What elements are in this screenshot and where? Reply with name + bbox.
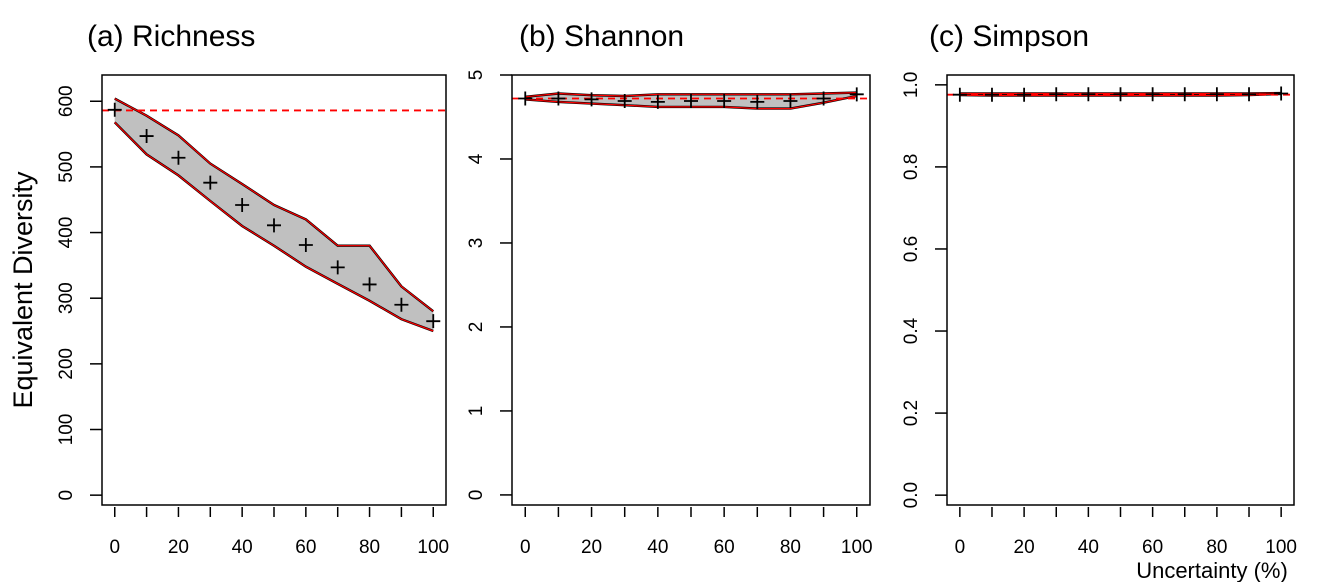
data-point	[1274, 86, 1289, 101]
data-point	[330, 260, 345, 275]
y-tick-label: 5	[466, 70, 487, 81]
data-point	[139, 129, 154, 144]
y-tick-label: 500	[56, 151, 77, 183]
data-point	[107, 102, 122, 117]
x-tick-label: 40	[232, 537, 253, 558]
y-tick-label: 3	[466, 238, 487, 249]
y-tick-label: 0.0	[901, 482, 922, 508]
data-point	[783, 94, 798, 109]
y-tick-label: 0.2	[901, 400, 922, 426]
y-tick-label: 4	[466, 153, 487, 164]
data-point	[203, 175, 218, 190]
data-point	[1049, 87, 1064, 102]
y-tick-label: 0.8	[901, 154, 922, 180]
data-point	[1242, 87, 1257, 102]
y-tick-label: 1	[466, 406, 487, 417]
data-point	[1081, 87, 1096, 102]
data-point	[849, 87, 864, 102]
y-axis-label: Equivalent Diversity	[8, 171, 38, 409]
data-point	[650, 94, 665, 109]
data-point	[518, 91, 533, 106]
x-tick-label: 100	[841, 537, 873, 558]
data-point	[1113, 87, 1128, 102]
data-point	[1177, 87, 1192, 102]
y-tick-label: 0.6	[901, 236, 922, 262]
data-point	[426, 314, 441, 329]
y-tick-label: 2	[466, 322, 487, 333]
x-tick-label: 0	[520, 537, 531, 558]
x-axis-label: Uncertainty (%)	[1136, 558, 1288, 582]
y-tick-label: 600	[56, 85, 77, 117]
data-point	[684, 94, 698, 109]
plot-frame	[946, 74, 1295, 506]
data-point	[984, 87, 999, 102]
data-point	[551, 91, 566, 106]
panel-3: (c) Simpson 0 20 40 60 80 100 0.0 0.2 0.4 0.6 0.8 1.…	[901, 20, 1297, 558]
plot-frame	[511, 74, 871, 506]
x-tick-label: 20	[581, 537, 602, 558]
data-point	[267, 218, 281, 233]
data-point	[362, 277, 377, 292]
data-point	[1145, 87, 1160, 102]
data-point	[952, 87, 967, 102]
panel-1: (a) Richness 0 20 40 60 80 100 0 100 200 300 400 500…	[56, 20, 449, 558]
x-tick-label: 60	[1142, 537, 1163, 558]
y-tick-label: 0.4	[901, 317, 922, 344]
x-tick-label: 80	[780, 537, 801, 558]
data-point	[584, 92, 599, 107]
x-tick-label: 40	[647, 537, 668, 558]
data-point	[1017, 87, 1032, 102]
x-tick-label: 0	[109, 537, 120, 558]
panel-title: (b) Shannon	[519, 20, 684, 53]
data-point	[394, 297, 409, 312]
x-tick-label: 100	[1265, 537, 1297, 558]
x-tick-label: 60	[295, 537, 316, 558]
lower-edge-red	[114, 121, 434, 332]
panel-2: (b) Shannon 0 20 40 60 80 100 0 1 2 3 4 5	[466, 20, 873, 558]
panel-title: (a) Richness	[87, 20, 255, 53]
y-tick-label: 200	[56, 348, 77, 380]
data-point	[298, 238, 313, 253]
y-tick-label: 0	[466, 490, 487, 501]
upper-edge-red	[114, 98, 434, 312]
plot-frame	[101, 74, 447, 506]
y-tick-label: 0	[56, 490, 77, 501]
uncertainty-band	[114, 98, 434, 331]
x-tick-label: 20	[1014, 537, 1035, 558]
x-tick-label: 20	[168, 537, 189, 558]
x-tick-label: 80	[1206, 537, 1227, 558]
data-point	[717, 94, 732, 109]
data-point	[171, 150, 186, 165]
data-point	[1209, 87, 1224, 102]
data-point	[816, 91, 831, 106]
data-point	[235, 197, 250, 212]
x-tick-label: 100	[417, 537, 449, 558]
x-tick-label: 40	[1078, 537, 1099, 558]
y-tick-label: 300	[56, 282, 77, 314]
data-point	[617, 94, 632, 109]
x-tick-label: 60	[714, 537, 735, 558]
y-tick-label: 400	[56, 217, 77, 249]
panel-title: (c) Simpson	[929, 20, 1089, 53]
x-tick-label: 0	[955, 537, 966, 558]
x-tick-label: 80	[359, 537, 380, 558]
y-tick-label: 1.0	[901, 72, 922, 98]
data-point	[750, 94, 765, 109]
y-tick-label: 100	[56, 414, 77, 446]
